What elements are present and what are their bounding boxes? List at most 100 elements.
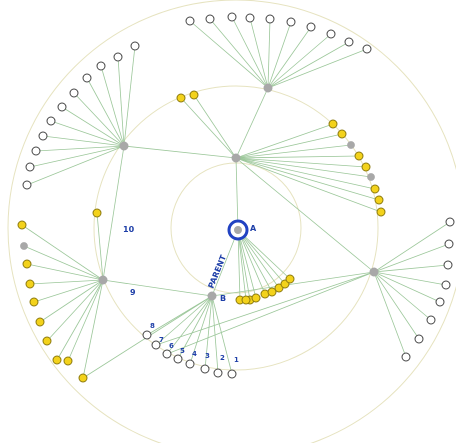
leaf-node-focus-5[interactable] — [267, 287, 277, 297]
leaf-node-left-5[interactable] — [25, 279, 35, 289]
leaf-node-left-1[interactable] — [92, 208, 102, 218]
leaf-node-center-8[interactable] — [367, 173, 375, 181]
edge-focus-leaf-7 — [237, 229, 286, 285]
guide-ring-outer — [7, 0, 456, 443]
leaf-node-center-7[interactable] — [361, 162, 371, 172]
leaf-node-left-6[interactable] — [29, 297, 39, 307]
leaf-node-left-9[interactable] — [52, 355, 62, 365]
leaf-node-topRight-10[interactable] — [362, 44, 372, 54]
leaf-node-focus-3[interactable] — [251, 293, 261, 303]
leaf-node-bottom-3[interactable] — [162, 349, 172, 359]
leaf-node-right-7[interactable] — [414, 334, 424, 344]
leaf-node-center-4[interactable] — [337, 129, 347, 139]
leaf-node-bottom-7[interactable] — [213, 368, 223, 378]
leaf-node-left-7[interactable] — [35, 317, 45, 327]
leaf-node-bottom-2[interactable] — [151, 340, 161, 350]
hub-node-b[interactable] — [207, 291, 217, 301]
leaf-node-right-1[interactable] — [445, 217, 455, 227]
leaf-node-topRight-2[interactable] — [205, 14, 215, 24]
leaf-node-bottom-1[interactable] — [142, 330, 152, 340]
leaf-node-focus-9[interactable] — [241, 295, 251, 305]
edge-left-leaf-7 — [39, 279, 104, 323]
edge-center-leaf-6 — [235, 155, 360, 159]
leaf-node-topLeft-1[interactable] — [130, 41, 140, 51]
edge-topLeft-leaf-10 — [29, 145, 125, 168]
edge-hub-center-topleft — [123, 145, 237, 159]
leaf-node-left-4[interactable] — [22, 259, 32, 269]
sequence-label-2: 2 — [220, 354, 225, 362]
leaf-node-right-4[interactable] — [441, 280, 451, 290]
edge-center-leaf-8 — [235, 157, 372, 178]
hub-node-right[interactable] — [369, 267, 379, 277]
hub-node-left[interactable] — [98, 275, 108, 285]
edge-cross-1 — [155, 271, 375, 346]
leaf-node-topLeft-6[interactable] — [57, 102, 67, 112]
node-b-label: B — [220, 294, 226, 303]
edge-center-leaf-1 — [180, 97, 237, 159]
edge-right-leaf-2 — [373, 243, 450, 273]
leaf-node-left-10[interactable] — [63, 356, 73, 366]
leaf-node-topRight-1[interactable] — [185, 16, 195, 26]
leaf-node-topRight-3[interactable] — [227, 12, 237, 22]
leaf-node-right-8[interactable] — [401, 352, 411, 362]
edge-focus-leaf-2 — [237, 229, 251, 301]
leaf-node-topRight-5[interactable] — [265, 14, 275, 24]
leaf-node-topRight-9[interactable] — [344, 37, 354, 47]
leaf-node-center-5[interactable] — [347, 141, 355, 149]
leaf-node-topLeft-5[interactable] — [69, 88, 79, 98]
leaf-node-center-1[interactable] — [176, 93, 186, 103]
leaf-node-topLeft-2[interactable] — [113, 52, 123, 62]
leaf-node-topLeft-10[interactable] — [25, 162, 35, 172]
leaf-node-topRight-6[interactable] — [286, 17, 296, 27]
leaf-node-center-6[interactable] — [354, 151, 364, 161]
leaf-node-center-10[interactable] — [374, 195, 384, 205]
leaf-node-center-3[interactable] — [328, 119, 338, 129]
edge-left-leaf-8 — [46, 279, 104, 342]
edge-left-leaf-2 — [21, 224, 104, 281]
leaf-node-topRight-8[interactable] — [326, 29, 336, 39]
leaf-node-right-2[interactable] — [444, 239, 454, 249]
leaf-node-topLeft-11[interactable] — [22, 180, 32, 190]
leaf-node-center-9[interactable] — [370, 184, 380, 194]
leaf-node-center-11[interactable] — [376, 207, 386, 217]
edge-right-leaf-4 — [373, 271, 447, 286]
edge-left-leaf-11 — [82, 279, 104, 379]
hub-node-top-right[interactable] — [263, 83, 273, 93]
leaf-node-left-2[interactable] — [17, 220, 27, 230]
edge-topRight-leaf-1 — [189, 20, 269, 89]
edge-center-leaf-4 — [235, 133, 343, 159]
leaf-node-left-3[interactable] — [20, 242, 28, 250]
leaf-node-right-6[interactable] — [426, 315, 436, 325]
leaf-node-topLeft-4[interactable] — [82, 73, 92, 83]
leaf-node-topLeft-9[interactable] — [31, 146, 41, 156]
node-9-label: 9 — [130, 288, 136, 297]
leaf-node-topRight-7[interactable] — [306, 22, 316, 32]
edge-cross-2 — [166, 271, 375, 355]
leaf-node-right-3[interactable] — [443, 260, 453, 270]
edge-focus-leaf-6 — [237, 229, 280, 289]
leaf-node-right-5[interactable] — [435, 297, 445, 307]
leaf-node-left-8[interactable] — [42, 336, 52, 346]
edge-topLeft-leaf-7 — [50, 120, 125, 147]
edge-right-leaf-1 — [373, 221, 451, 273]
edge-center-leaf-5 — [235, 144, 352, 159]
edge-topLeft-leaf-6 — [61, 106, 125, 147]
leaf-node-focus-8[interactable] — [285, 274, 295, 284]
leaf-node-left-11[interactable] — [78, 373, 88, 383]
leaf-node-bottom-5[interactable] — [185, 359, 195, 369]
edge-left-leaf-3 — [23, 245, 104, 281]
leaf-node-bottom-4[interactable] — [173, 354, 183, 364]
edge-center-leaf-11 — [235, 157, 382, 213]
leaf-node-bottom-8[interactable] — [227, 369, 237, 379]
sequence-label-4: 4 — [192, 350, 197, 358]
edge-center-leaf-9 — [235, 157, 376, 190]
leaf-node-topLeft-3[interactable] — [96, 61, 106, 71]
leaf-node-topLeft-7[interactable] — [46, 116, 56, 126]
leaf-node-center-2[interactable] — [189, 90, 199, 100]
hub-node-center[interactable] — [231, 153, 241, 163]
sequence-label-3: 3 — [205, 352, 210, 360]
leaf-node-bottom-6[interactable] — [200, 364, 210, 374]
leaf-node-topLeft-8[interactable] — [38, 131, 48, 141]
leaf-node-topRight-4[interactable] — [245, 13, 255, 23]
hub-node-top-left[interactable] — [119, 141, 129, 151]
